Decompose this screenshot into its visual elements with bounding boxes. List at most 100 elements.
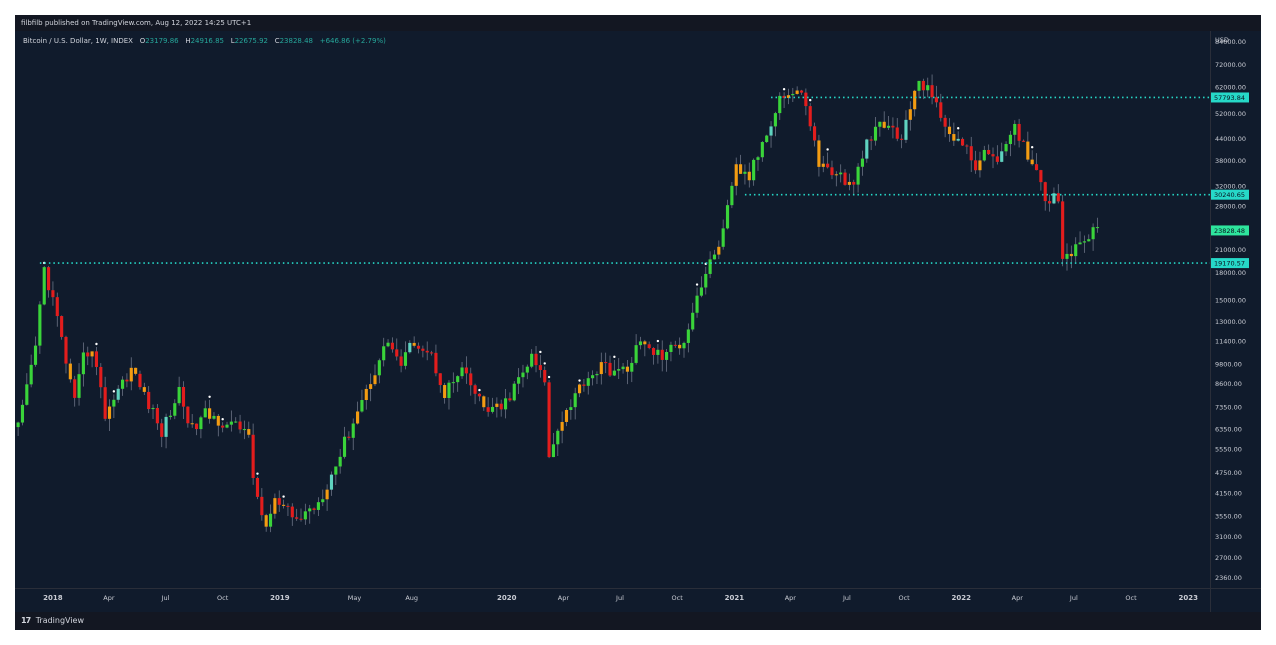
candle-body [382, 346, 386, 361]
candle-body [734, 164, 738, 186]
x-tick-label: 2020 [497, 594, 517, 602]
candle-body [786, 95, 791, 98]
close-label: C [274, 37, 280, 45]
x-tick-label: Jul [161, 594, 170, 602]
y-tick-label: 2700.00 [1215, 554, 1242, 562]
candle-body [308, 508, 312, 512]
level-price-tag [1211, 258, 1249, 269]
x-tick-label: 2018 [43, 594, 63, 602]
candle-body [473, 385, 477, 394]
candle-body [577, 384, 582, 394]
footer-bar: 17 TradingView [15, 612, 1261, 630]
y-tick-label: 5550.00 [1215, 446, 1242, 454]
chart-area[interactable]: USD 84000.00 72000.00 62000.00 52000.00 44000… [15, 31, 1261, 612]
candle-body [856, 166, 860, 185]
candle-body [791, 93, 795, 96]
close-value: 23828.48 [279, 37, 313, 45]
low-value: 22675.92 [234, 37, 268, 45]
candle-body [891, 125, 895, 128]
candle-body [147, 391, 151, 410]
signal-dot [208, 395, 211, 399]
candle-body [995, 156, 999, 162]
candle-body [434, 352, 438, 374]
candle-body [739, 164, 743, 174]
candle-body [886, 125, 891, 128]
brand-name[interactable]: TradingView [35, 616, 85, 625]
level-price-label: 57793.84 [1214, 94, 1245, 102]
level-price-label: 19170.57 [1214, 260, 1245, 268]
signal-dot [578, 379, 581, 382]
x-tick-label: Oct [898, 594, 910, 602]
candle-body [282, 504, 286, 506]
candle-body [299, 518, 303, 520]
candle-body [64, 336, 68, 364]
candle-body [682, 342, 686, 349]
candle-body [499, 403, 503, 410]
candle-body [464, 367, 468, 374]
candle-body [138, 373, 142, 388]
candle-body [987, 149, 991, 155]
candle-body [821, 163, 825, 167]
candle-body [194, 423, 199, 430]
candle-body [255, 477, 260, 497]
candle-body [1030, 159, 1034, 165]
candle-body [443, 385, 447, 398]
candle-body [1004, 144, 1008, 152]
candle-body [965, 145, 969, 147]
candle-body [599, 362, 603, 375]
candle-body [586, 378, 590, 386]
candle-body [316, 502, 320, 510]
candle-body [403, 352, 408, 366]
candle-body [116, 388, 120, 400]
candle-body [151, 407, 155, 410]
candle-body [717, 246, 721, 255]
candle-body [769, 126, 773, 136]
candle-body [1082, 241, 1086, 243]
y-tick-label: 52000.00 [1215, 110, 1246, 118]
candle-body [482, 396, 486, 408]
candle-body [81, 352, 85, 375]
candle-body [943, 117, 947, 127]
candle-body [808, 106, 812, 127]
candle-body [20, 404, 25, 423]
high-label: H [185, 37, 191, 45]
signal-dot [782, 88, 786, 91]
candle-body [168, 415, 173, 417]
candle-body [425, 350, 429, 353]
candle-body [860, 158, 865, 167]
candle-body [486, 407, 490, 412]
candle-body [721, 228, 725, 247]
candle-body [25, 384, 29, 405]
candle-body [312, 508, 316, 510]
candle-body [699, 287, 703, 296]
candle-body [560, 421, 564, 431]
x-tick-label: 2021 [725, 594, 745, 602]
x-tick-label: Oct [1125, 594, 1137, 602]
candle-body [799, 90, 804, 93]
candle-body [665, 351, 669, 360]
candle-body [760, 142, 764, 158]
candle-body [917, 80, 921, 91]
candle-body [1052, 193, 1056, 204]
level-price-tag [1211, 189, 1249, 200]
candle-body [208, 408, 212, 419]
candle-body [704, 273, 708, 288]
x-tick-label: Apr [558, 594, 570, 602]
candle-body [338, 456, 342, 467]
price-axis-unit: USD [1215, 36, 1229, 44]
candle-body [438, 373, 442, 386]
candle-body [660, 349, 664, 360]
y-tick-label: 84000.00 [1215, 38, 1246, 46]
y-tick-label: 13000.00 [1215, 318, 1246, 326]
x-tick-label: Jul [842, 594, 851, 602]
candle-body [295, 517, 299, 519]
candle-body [782, 95, 786, 98]
candle-body [386, 342, 390, 347]
signal-dot [956, 127, 960, 130]
candle-body [199, 417, 203, 430]
candle-body [591, 375, 595, 379]
y-tick-label: 44000.00 [1215, 135, 1246, 143]
candle-body [221, 425, 225, 428]
y-tick-label: 38000.00 [1215, 157, 1246, 165]
